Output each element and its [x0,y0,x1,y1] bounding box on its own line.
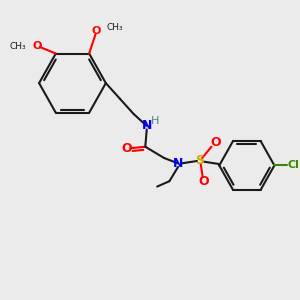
Text: O: O [121,142,132,155]
Text: S: S [195,154,204,167]
Text: CH₃: CH₃ [106,23,123,32]
Text: N: N [142,119,152,132]
Text: O: O [198,175,209,188]
Text: O: O [92,26,101,36]
Text: N: N [173,157,183,170]
Text: O: O [210,136,220,149]
Text: CH₃: CH₃ [9,43,26,52]
Text: O: O [32,41,42,51]
Text: H: H [151,116,160,126]
Text: Cl: Cl [287,160,299,170]
